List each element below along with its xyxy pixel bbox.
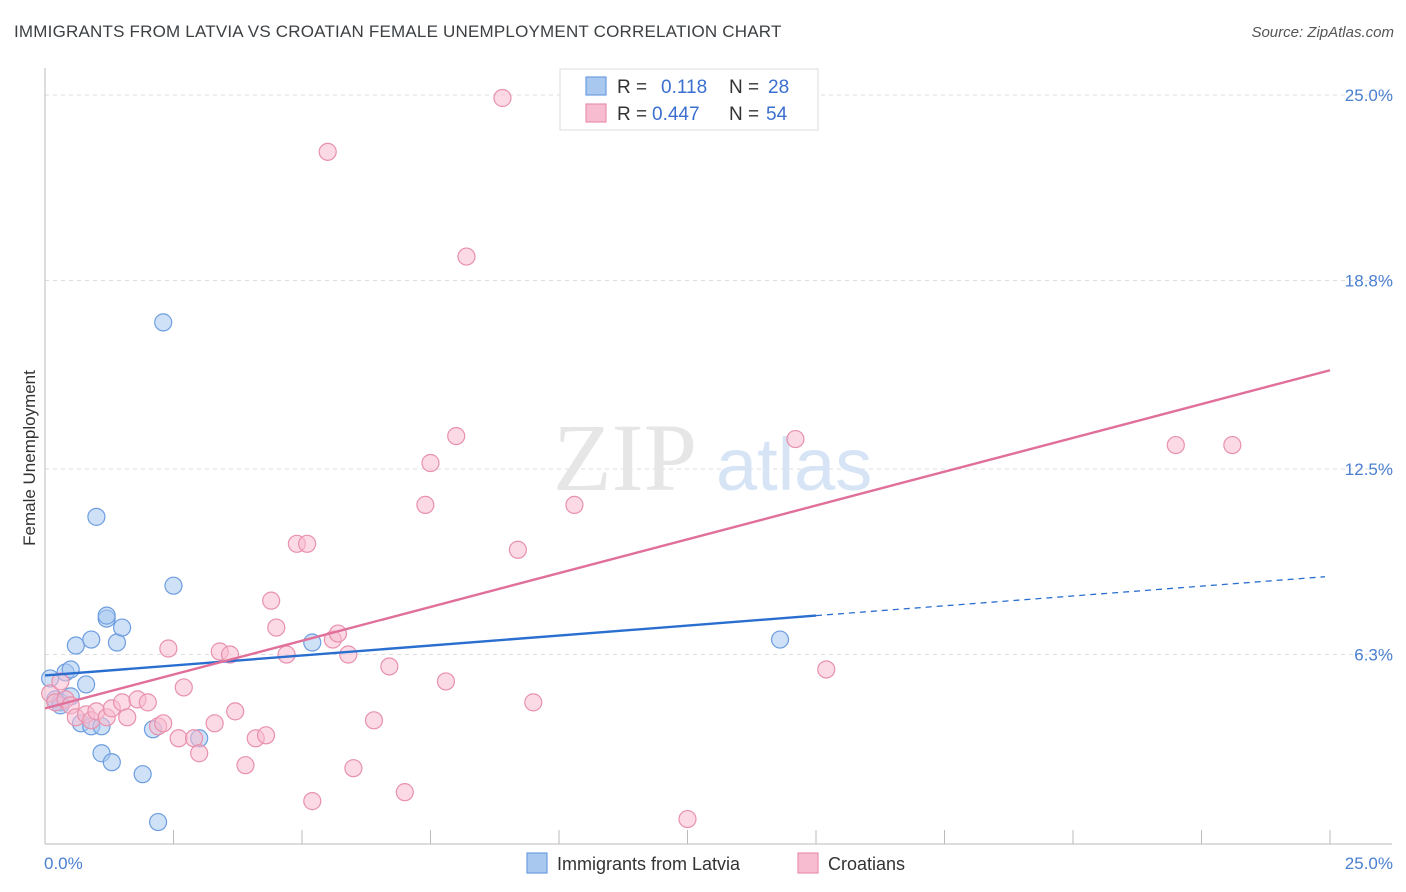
croatians-point-16 [154,714,173,733]
legend-n-label-1: N = [729,104,759,125]
legend-n-value-1: 54 [766,104,788,125]
legend-r-value-0: 0.118 [661,77,707,98]
croatians-point-54 [1166,435,1185,455]
latvia-point-26 [770,630,790,649]
y-tick-label-1: 12.5% [1345,460,1393,479]
croatians-point-51 [678,809,697,829]
latvia-point-6 [66,636,85,655]
croatians-point-28 [256,726,276,745]
latvia-point-18 [112,618,132,637]
croatians-point-48 [508,540,527,559]
trend-lines [44,369,1331,710]
legend-r-label-1: R = [617,104,647,125]
x-tick-label-1: 25.0% [1345,854,1393,873]
data-points [41,88,1242,832]
y-tick-labels: 6.3% 12.5% 18.8% 25.0% [1345,86,1393,665]
croatians-point-38 [344,759,363,778]
latvia-point-23 [164,576,183,595]
chart-title: IMMIGRANTS FROM LATVIA VS CROATIAN FEMAL… [14,22,782,41]
bottom-legend: Immigrants from Latvia Croatians [526,852,905,874]
grid-lines [45,94,1392,656]
legend-n-value-0: 28 [768,77,789,98]
latvia-point-11 [87,507,106,526]
croatians-point-30 [267,618,286,637]
top-legend: R = 0.118 N = 28 R = 0.447 N = 54 [559,68,819,131]
latvia-point-8 [77,675,96,694]
y-axis-label: Female Unemployment [20,370,39,546]
croatians-point-56 [318,142,337,161]
croatians-point-47 [493,88,512,108]
legend-n-label-0: N = [729,77,759,98]
croatians-point-12 [118,708,137,727]
latvia-trend-extension [815,576,1326,617]
croatians-point-18 [169,729,188,748]
croatians-point-39 [364,711,384,730]
y-tick-label-2: 18.8% [1345,272,1393,291]
x-tick-labels: 0.0% 25.0% [44,854,1393,873]
croatians-point-53 [817,660,836,679]
croatians-point-41 [395,783,414,802]
croatians-point-26 [236,756,255,775]
croatians-point-14 [138,693,157,712]
croatians-point-22 [205,714,224,733]
croatians-point-45 [447,426,466,446]
croatians-point-33 [298,534,317,553]
croatians-point-44 [436,672,456,691]
latvia-point-22 [154,313,173,332]
y-tick-label-3: 25.0% [1345,86,1393,105]
latvia-point-10 [82,630,101,649]
bottom-legend-label-croatians: Croatians [828,854,905,874]
croatians-point-19 [174,678,193,697]
croatians-point-37 [339,645,358,664]
bottom-legend-swatch-croatians [797,852,819,874]
legend-swatch-latvia [585,76,607,96]
croatians-point-55 [1223,435,1242,455]
croatians-trend-line [44,369,1331,710]
croatians-point-40 [380,657,399,676]
x-tick-label-0: 0.0% [44,854,83,873]
bottom-legend-swatch-latvia [526,852,548,874]
croatians-point-17 [159,639,178,658]
croatians-point-50 [565,495,584,515]
latvia-point-21 [148,812,168,832]
axes [44,68,1392,845]
latvia-point-19 [133,765,152,784]
latvia-point-16 [102,753,121,772]
croatians-point-2 [51,672,70,691]
croatians-point-34 [303,792,322,811]
source-label: Source: ZipAtlas.com [1251,24,1394,41]
latvia-trend-line [44,614,817,677]
croatians-point-29 [262,591,281,610]
bottom-legend-label-latvia: Immigrants from Latvia [557,854,741,874]
croatians-point-43 [421,453,440,473]
croatians-point-25 [226,702,245,721]
croatians-point-46 [457,247,476,266]
croatians-point-52 [786,429,805,449]
legend-r-label-0: R = [617,77,647,98]
croatians-point-31 [277,645,296,664]
croatians-point-21 [190,744,209,763]
latvia-point-15 [97,606,116,625]
legend-swatch-croatians [585,103,607,123]
watermark-zip: ZIP [553,404,697,511]
croatians-point-49 [524,693,543,712]
y-tick-label-0: 6.3% [1354,646,1393,665]
legend-r-value-1: 0.447 [652,104,700,125]
croatians-point-42 [416,495,435,515]
